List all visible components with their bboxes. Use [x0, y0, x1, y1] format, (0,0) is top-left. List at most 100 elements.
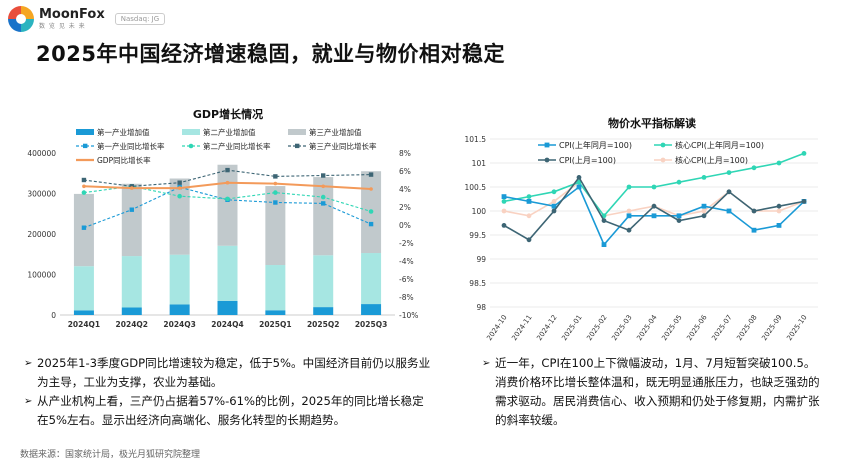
cpi-point — [801, 199, 807, 204]
gdp-bar-segment — [73, 193, 94, 267]
gdp-bar-segment — [121, 256, 142, 308]
cpi-x-tick-label: 2024-10 — [485, 314, 508, 343]
source-note: 数据来源：国家统计局，极光月狐研究院整理 — [20, 450, 201, 460]
gdp-bar-segment — [265, 265, 286, 311]
brand-header: MoonFox 数 览 见 未 来 Nasdaq: JG — [8, 6, 166, 32]
cpi-series-line — [503, 185, 805, 247]
gdp-y-tick-label: 400000 — [27, 149, 56, 158]
gdp-growth-point — [177, 180, 182, 185]
gdp-legend-swatch — [288, 129, 306, 135]
cpi-point — [551, 189, 557, 195]
cpi-point — [676, 213, 682, 219]
gdp-x-tick-label: 2024Q2 — [116, 320, 148, 329]
gdp-growth-point — [225, 167, 230, 173]
cpi-point — [626, 208, 632, 214]
cpi-chart-title: 物价水平指标解读 — [608, 116, 696, 130]
brand-subtitle: 数 览 见 未 来 — [39, 23, 86, 30]
cpi-point — [501, 223, 507, 228]
cpi-y-tick-label: 100 — [472, 207, 487, 216]
gdp-growth-point — [368, 221, 374, 227]
gdp-bar-segment — [73, 310, 94, 315]
gdp-x-tick-label: 2025Q2 — [307, 320, 339, 329]
gdp-legend-label: 第二产业增加值 — [203, 127, 256, 137]
cpi-point — [776, 223, 782, 228]
gdp-growth-point — [129, 186, 134, 190]
gdp-growth-line — [83, 186, 372, 229]
cpi-point — [576, 179, 582, 185]
cpi-legend-label: 核心CPI(上年同月=100) — [675, 140, 764, 150]
gdp-growth-point — [82, 184, 86, 189]
cpi-y-tick-label: 101.5 — [465, 135, 487, 144]
gdp-growth-line — [83, 185, 372, 213]
gdp-growth-point — [225, 196, 230, 202]
cpi-y-tick-label: 101 — [472, 159, 487, 168]
cpi-point — [501, 199, 507, 204]
cpi-x-tick-label: 2025-10 — [785, 314, 808, 343]
left-bullet-2: 从产业机构上看，三产仍占据着57%-61%的比例，2025年的同比增长稳定在5%… — [24, 392, 434, 430]
cpi-x-tick-label: 2024-12 — [535, 314, 558, 343]
gdp-bar-segment — [121, 183, 142, 257]
cpi-point — [751, 208, 757, 214]
cpi-x-tick-label: 2025-06 — [685, 313, 709, 342]
cpi-point — [626, 184, 632, 190]
cpi-legend-marker — [660, 157, 666, 163]
gdp-growth-point — [177, 193, 182, 199]
gdp-growth-point — [273, 190, 278, 195]
cpi-point — [551, 208, 557, 214]
gdp-legend-label: 第一产业增加值 — [97, 127, 150, 137]
gdp-bar-segment — [313, 177, 334, 256]
cpi-point — [751, 165, 757, 171]
cpi-point — [551, 203, 557, 209]
cpi-point — [626, 227, 632, 233]
gdp-y2-tick-label: 2% — [399, 203, 411, 212]
gdp-bar-segment — [361, 171, 382, 254]
gdp-bar-segment — [73, 266, 94, 311]
gdp-growth-point — [320, 194, 326, 200]
right-bullet-1: 近一年，CPI在100上下微幅波动，1月、7月短暂突破100.5。消费价格环比增… — [482, 354, 824, 430]
cpi-point — [726, 189, 732, 195]
cpi-point — [726, 170, 732, 176]
gdp-y2-tick-label: -2% — [399, 239, 414, 248]
cpi-point — [726, 208, 732, 214]
moonfox-logo-icon — [8, 6, 34, 32]
cpi-point — [701, 208, 707, 214]
gdp-legend-marker — [188, 143, 194, 149]
gdp-bar-segment — [217, 164, 238, 246]
cpi-point — [626, 213, 632, 219]
cpi-legend-label: CPI(上年同月=100) — [559, 140, 632, 150]
left-bullets: 2025年1-3季度GDP同比增速较为稳定，低于5%。中国经济目前仍以服务业为主… — [24, 354, 434, 430]
gdp-bar-segment — [169, 304, 190, 315]
gdp-legend-label: 第二产业同比增长率 — [203, 141, 271, 151]
cpi-point — [601, 242, 607, 247]
cpi-x-tick-label: 2025-09 — [760, 314, 783, 343]
gdp-y2-tick-label: 4% — [399, 185, 411, 194]
cpi-legend-label: 核心CPI(上月=100) — [675, 155, 748, 165]
gdp-growth-point — [368, 209, 374, 214]
cpi-y-tick-label: 99.5 — [469, 231, 486, 240]
cpi-series-line — [503, 175, 805, 241]
gdp-growth-point — [368, 172, 374, 177]
gdp-y-tick-label: 200000 — [27, 230, 56, 239]
gdp-bar-segment — [217, 300, 238, 315]
gdp-y2-tick-label: -10% — [399, 311, 418, 320]
cpi-point — [751, 208, 757, 214]
ticker-badge: Nasdaq: JG — [114, 13, 166, 25]
gdp-bar-segment — [121, 307, 142, 315]
cpi-point — [801, 199, 807, 204]
gdp-growth-point — [81, 190, 87, 195]
cpi-point — [501, 208, 507, 214]
page-title: 2025年中国经济增速稳固，就业与物价相对稳定 — [36, 42, 505, 66]
gdp-growth-point — [81, 177, 87, 183]
cpi-point — [776, 160, 782, 166]
cpi-y-tick-label: 98 — [476, 303, 486, 312]
gdp-y-tick-label: 0 — [51, 311, 56, 320]
gdp-y2-tick-label: 6% — [399, 167, 411, 176]
gdp-bar-segment — [169, 178, 190, 255]
gdp-growth-point — [321, 184, 326, 189]
cpi-y-tick-label: 100.5 — [465, 183, 487, 192]
gdp-y2-tick-label: -6% — [399, 275, 414, 284]
gdp-legend-label: 第三产业同比增长率 — [309, 141, 377, 151]
cpi-point — [526, 194, 532, 200]
gdp-growth-point — [225, 180, 230, 185]
cpi-x-tick-label: 2025-08 — [735, 314, 758, 343]
